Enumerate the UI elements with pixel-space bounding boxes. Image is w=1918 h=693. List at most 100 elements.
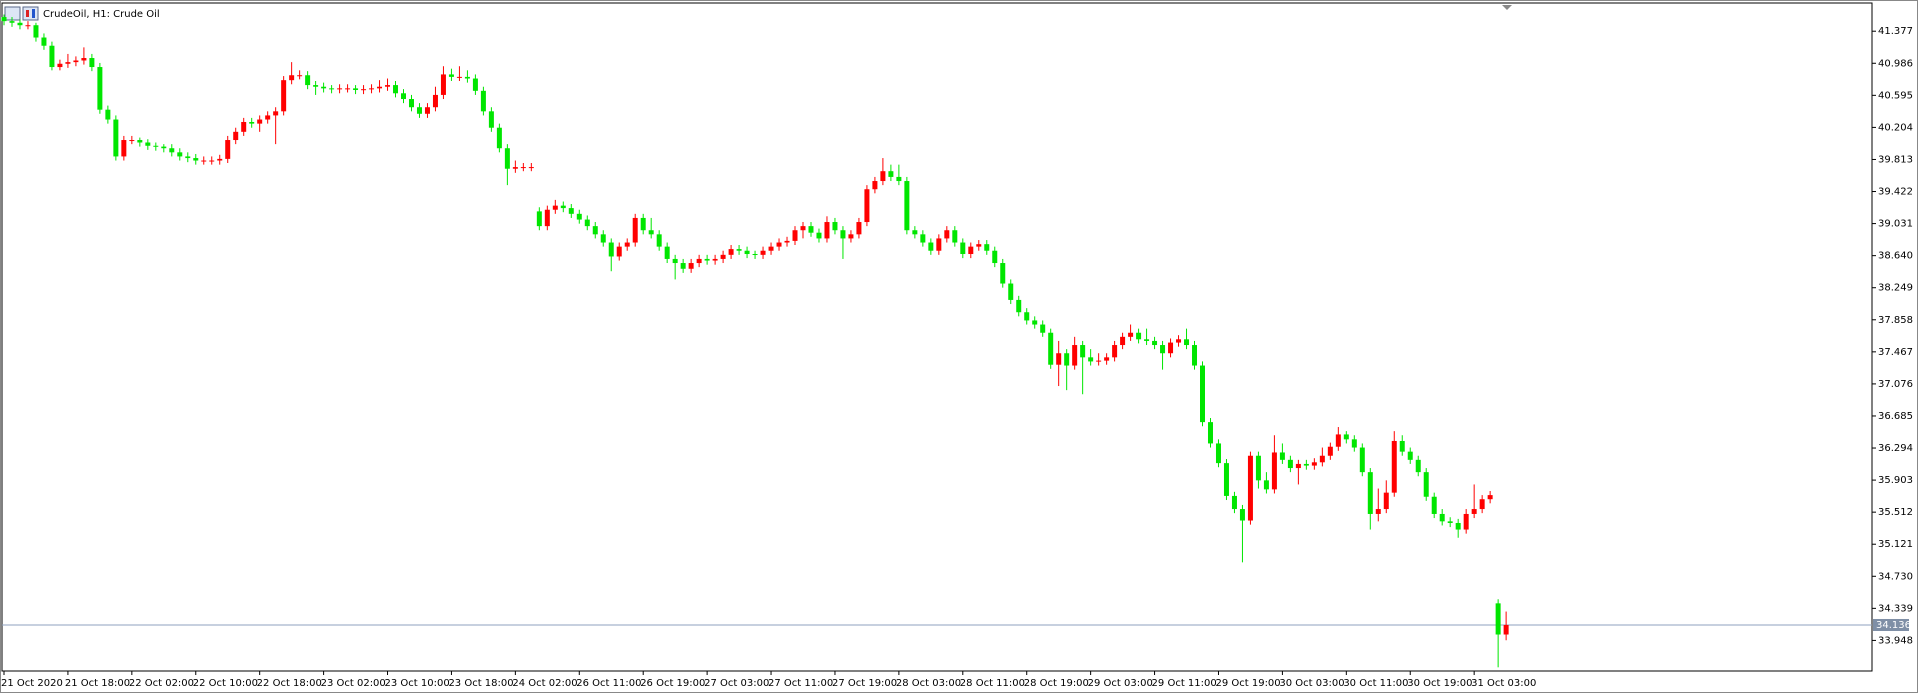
x-tick-label: 21 Oct 18:00 xyxy=(65,678,130,689)
candle-body xyxy=(49,45,55,68)
candle-body xyxy=(768,246,774,251)
candle-body xyxy=(912,230,918,235)
x-tick-label: 24 Oct 02:00 xyxy=(512,678,577,689)
candle-body xyxy=(73,60,79,63)
candle-body xyxy=(504,148,510,169)
candle-body xyxy=(744,250,750,255)
x-tick-label: 31 Oct 03:00 xyxy=(1471,678,1536,689)
candle-body xyxy=(1415,459,1421,473)
candle-body xyxy=(664,246,670,259)
candle-body xyxy=(377,86,383,89)
candle-body xyxy=(241,121,247,132)
candle-body xyxy=(512,167,518,169)
candle-body xyxy=(105,109,111,120)
candle-body xyxy=(1000,263,1006,284)
candle-body xyxy=(576,213,582,220)
y-tick-label: 34.339 xyxy=(1878,603,1913,614)
x-tick-label: 23 Oct 02:00 xyxy=(321,678,386,689)
candle-body xyxy=(1335,434,1341,447)
candle-body xyxy=(608,242,614,257)
candle-body xyxy=(129,140,135,142)
price-label: 34.136 xyxy=(1876,620,1911,631)
candle-body xyxy=(1263,480,1269,490)
candle-body xyxy=(17,22,23,26)
x-tick-label: 30 Oct 19:00 xyxy=(1407,678,1472,689)
x-tick-label: 28 Oct 03:00 xyxy=(896,678,961,689)
candle-body xyxy=(1056,353,1062,365)
candle-body xyxy=(440,74,446,95)
candle-body xyxy=(808,226,814,233)
candle-body xyxy=(456,76,462,78)
shift-marker[interactable] xyxy=(1502,5,1512,10)
y-tick-label: 38.640 xyxy=(1878,251,1913,262)
x-tick-label: 30 Oct 11:00 xyxy=(1343,678,1408,689)
candle-body xyxy=(1008,283,1014,300)
candle-body xyxy=(57,63,63,68)
candle-body xyxy=(536,211,542,227)
candle-body xyxy=(89,58,95,68)
candle-body xyxy=(1152,340,1158,346)
candle-body xyxy=(393,85,399,94)
candle-body xyxy=(888,171,894,177)
candle-body xyxy=(1391,440,1397,493)
candle-body xyxy=(1351,439,1357,448)
candle-body xyxy=(153,145,159,147)
candle-body xyxy=(408,99,414,108)
candle-body xyxy=(776,242,782,247)
candle-body xyxy=(712,258,718,261)
candle-body xyxy=(832,222,838,231)
x-tick-label: 22 Oct 18:00 xyxy=(257,678,322,689)
candle-body xyxy=(1215,443,1221,464)
candle-body xyxy=(1375,509,1381,514)
candle-body xyxy=(416,107,422,114)
y-tick-label: 35.903 xyxy=(1878,475,1913,486)
x-tick-label: 26 Oct 19:00 xyxy=(640,678,705,689)
candle-body xyxy=(1160,345,1166,354)
candle-body xyxy=(680,263,686,269)
candle-body xyxy=(289,75,295,81)
candle-body xyxy=(928,242,934,251)
candle-body xyxy=(1503,624,1509,635)
candle-body xyxy=(1311,462,1317,466)
candle-body xyxy=(201,160,207,162)
candle-body xyxy=(920,234,926,243)
candle-body xyxy=(904,181,910,231)
candle-body xyxy=(1136,332,1142,340)
candle-body xyxy=(1367,472,1373,514)
candle-body xyxy=(672,258,678,264)
candle-body xyxy=(992,250,998,264)
candle-body xyxy=(696,258,702,264)
candle-body xyxy=(520,167,526,169)
candle-body xyxy=(1399,440,1405,452)
icon-box[interactable] xyxy=(22,6,39,21)
candle-body xyxy=(488,111,494,128)
y-tick-label: 37.858 xyxy=(1878,315,1913,326)
candle-body xyxy=(1184,339,1190,346)
title-icons[interactable] xyxy=(4,6,39,21)
candle-body xyxy=(1040,324,1046,333)
candle-body xyxy=(193,158,199,161)
x-tick-label: 23 Oct 18:00 xyxy=(448,678,513,689)
candle-body xyxy=(1192,345,1198,366)
candle-body xyxy=(1024,312,1030,321)
candle-body xyxy=(233,131,239,141)
candle-body xyxy=(840,230,846,239)
candle-body xyxy=(568,208,574,214)
icon-box[interactable] xyxy=(4,6,21,21)
x-tick-label: 29 Oct 19:00 xyxy=(1215,678,1280,689)
candle-body xyxy=(1439,513,1445,522)
candle-body xyxy=(361,89,367,91)
candle-body xyxy=(560,205,566,209)
candle-body xyxy=(345,88,351,90)
candle-body xyxy=(1080,345,1086,358)
candle-body xyxy=(1271,452,1277,490)
candle-body xyxy=(1407,451,1413,460)
candle-body xyxy=(1120,336,1126,346)
candle-body xyxy=(1088,357,1094,362)
candle-body xyxy=(1327,446,1333,456)
candle-body xyxy=(1431,496,1437,514)
candle-body xyxy=(41,37,47,46)
candle-body xyxy=(1016,299,1022,313)
candle-body xyxy=(1319,455,1325,463)
candle-body xyxy=(1479,499,1485,510)
